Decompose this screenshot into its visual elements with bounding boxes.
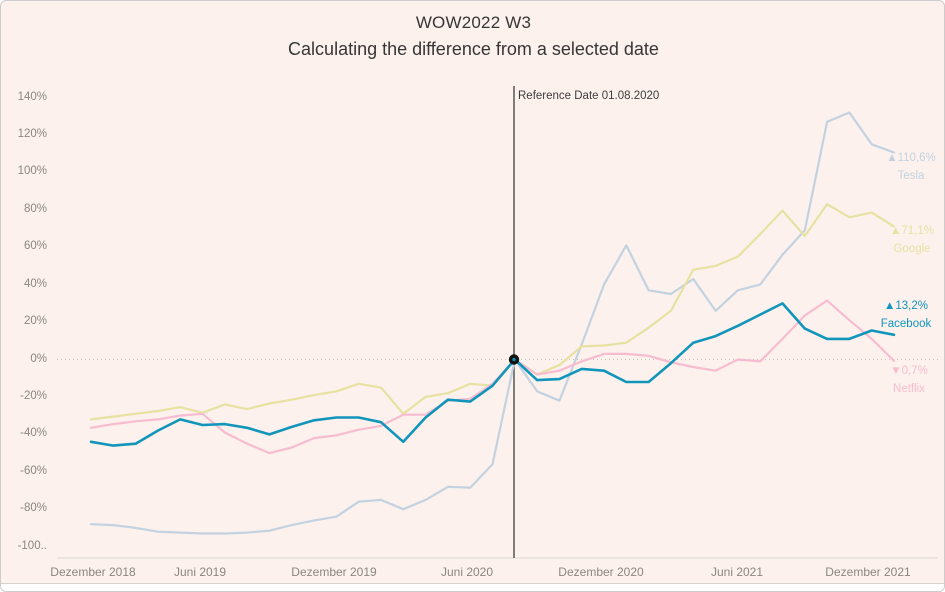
- series-end-value: ▲13,2%: [883, 300, 928, 312]
- series-end-label-google: ▲71,1% Google: [890, 222, 934, 258]
- x-tick-label: Dezember 2018: [50, 565, 136, 579]
- series-end-label-netflix: ▼0,7% Netflix: [890, 362, 928, 398]
- y-tick-label: 120%: [17, 127, 47, 140]
- x-tick-label: Juni 2021: [710, 565, 764, 579]
- y-tick-label: 100%: [17, 165, 47, 178]
- series-line-netflix[interactable]: [89, 299, 896, 455]
- y-tick-label: 20%: [23, 315, 47, 328]
- reference-date-label: Reference Date 01.08.2020: [518, 90, 660, 102]
- chart-subtitle: Calculating the difference from a select…: [288, 39, 659, 59]
- series-name-label: Google: [893, 243, 931, 255]
- series-name-label: Tesla: [897, 170, 925, 182]
- x-tick-label: Juni 2020: [440, 565, 494, 579]
- series-name-label: Netflix: [893, 383, 925, 395]
- y-tick-label: 40%: [23, 277, 47, 290]
- series-end-label-facebook: ▲13,2% Facebook: [881, 297, 932, 333]
- y-tick-label: -80%: [20, 502, 47, 515]
- y-tick-label: 80%: [23, 202, 47, 215]
- x-tick-label: Dezember 2019: [291, 565, 377, 579]
- card-bottom-strip: [1, 583, 944, 591]
- series-end-value: ▲110,6%: [886, 152, 936, 164]
- y-tick-label: -100..: [17, 539, 47, 552]
- series-end-label-tesla: ▲110,6% Tesla: [886, 149, 936, 185]
- y-tick-label: 0%: [30, 352, 47, 365]
- series-name-label: Facebook: [880, 318, 932, 330]
- x-tick-label: Dezember 2020: [558, 565, 644, 579]
- series-end-value: ▲71,1%: [890, 225, 934, 237]
- x-tick-label: Juni 2019: [173, 565, 227, 579]
- reference-point-dot-center: [512, 357, 516, 362]
- series-line-facebook[interactable]: [89, 302, 896, 447]
- series-line-tesla[interactable]: [89, 111, 896, 535]
- series-end-value: ▼0,7%: [890, 365, 928, 377]
- x-tick-label: Dezember 2021: [825, 565, 911, 579]
- y-tick-label: -40%: [20, 427, 47, 440]
- y-tick-label: 140%: [17, 90, 47, 103]
- chart-title: WOW2022 W3: [415, 13, 532, 32]
- y-tick-label: -20%: [20, 389, 47, 402]
- y-tick-label: -60%: [20, 464, 47, 477]
- y-tick-label: 60%: [23, 240, 47, 253]
